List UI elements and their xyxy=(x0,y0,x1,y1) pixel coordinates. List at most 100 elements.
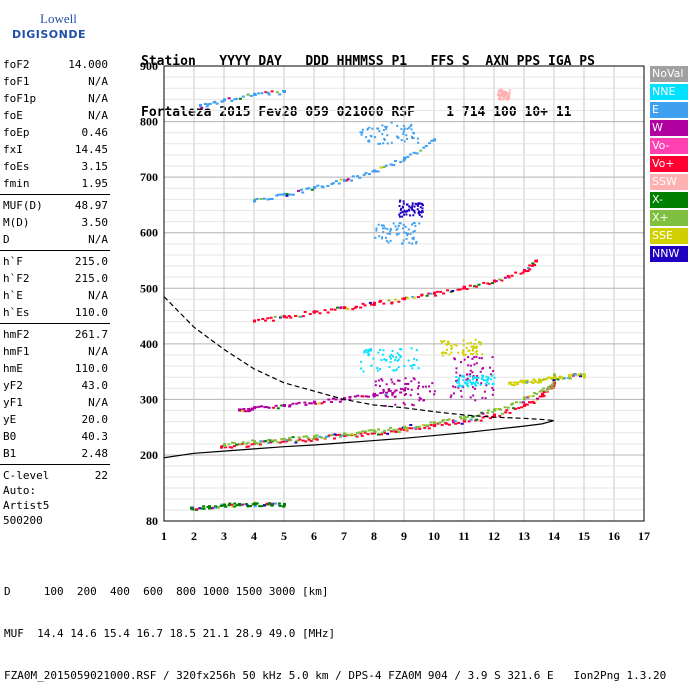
param-value: 40.3 xyxy=(81,430,109,443)
trace-point xyxy=(272,406,276,409)
trace-point xyxy=(394,389,398,392)
trace-point xyxy=(191,508,195,511)
trace-point xyxy=(284,439,288,442)
echo-point xyxy=(367,350,370,353)
auto-line3: 500200 xyxy=(3,514,43,527)
echo-point xyxy=(399,212,402,215)
echo-point xyxy=(457,351,460,354)
trace-point xyxy=(417,425,421,428)
echo-point xyxy=(374,236,377,239)
echo-point xyxy=(508,92,511,95)
trace-point xyxy=(248,409,252,412)
trace-point xyxy=(270,503,274,506)
echo-point xyxy=(472,378,475,381)
trace-point xyxy=(326,311,330,314)
echo-point xyxy=(487,376,490,379)
param-value: 48.97 xyxy=(74,199,108,212)
trace-point xyxy=(233,98,237,101)
trace-point xyxy=(382,166,386,169)
trace-point xyxy=(519,272,523,275)
data-point xyxy=(313,186,316,190)
echo-point xyxy=(390,121,393,124)
param-row: M(D) 3.50 xyxy=(0,214,110,231)
trace-point xyxy=(295,402,299,405)
echo-point xyxy=(398,354,401,357)
echo-point xyxy=(369,349,372,352)
trace-point xyxy=(428,142,432,145)
data-point xyxy=(343,397,346,401)
echo-point xyxy=(505,96,508,99)
echo-point xyxy=(472,375,475,378)
echo-point xyxy=(457,381,460,384)
trace-point xyxy=(288,436,292,439)
param-separator xyxy=(0,323,110,324)
data-point xyxy=(493,279,496,283)
data-point xyxy=(253,440,256,444)
echo-point xyxy=(410,128,413,131)
trace-point xyxy=(287,315,291,318)
trace-point xyxy=(301,191,305,194)
trace-point xyxy=(303,401,307,404)
trace-point xyxy=(269,439,273,442)
echo-point xyxy=(467,385,470,388)
trace-point xyxy=(438,421,442,424)
trace-point xyxy=(516,383,520,386)
data-point xyxy=(553,376,556,380)
trace-point xyxy=(315,434,319,437)
echo-point xyxy=(475,362,478,365)
trace-point xyxy=(297,401,301,404)
echo-point xyxy=(388,365,391,368)
trace-point xyxy=(286,439,290,442)
echo-point xyxy=(417,212,420,215)
data-point xyxy=(343,432,346,436)
data-point xyxy=(313,400,316,404)
echo-point xyxy=(421,207,424,210)
trace-point xyxy=(258,442,262,445)
echo-point xyxy=(420,211,423,214)
trace-point xyxy=(269,316,273,319)
logo-line2: DIGISONDE xyxy=(12,28,86,41)
echo-point xyxy=(457,386,460,389)
trace-point xyxy=(430,139,434,142)
trace-point xyxy=(254,442,258,445)
trace-point xyxy=(525,403,529,406)
echo-point xyxy=(475,355,478,358)
trace-point xyxy=(233,505,237,508)
data-point xyxy=(433,421,436,425)
param-value: 14.000 xyxy=(68,58,108,71)
trace-point xyxy=(230,446,234,449)
echo-point xyxy=(359,131,362,134)
trace-point xyxy=(267,441,271,444)
trace-point xyxy=(333,433,337,436)
echo-point xyxy=(506,92,509,95)
echo-point xyxy=(469,369,472,372)
echo-point xyxy=(362,370,365,373)
echo-point xyxy=(492,369,495,372)
echo-point xyxy=(400,348,403,351)
trace-point xyxy=(261,317,265,320)
echo-point xyxy=(492,388,495,391)
param-row: fmin 1.95 xyxy=(0,175,110,192)
echo-point xyxy=(377,379,380,382)
trace-point xyxy=(230,503,234,506)
echo-point xyxy=(481,376,484,379)
echo-point xyxy=(457,385,460,388)
trace-point xyxy=(332,437,336,440)
trace-point xyxy=(250,443,254,446)
echo-point xyxy=(360,367,363,370)
echo-point xyxy=(405,237,408,240)
param-row: yF1 N/A xyxy=(0,394,110,411)
data-point xyxy=(253,92,256,96)
param-row: foF1p N/A xyxy=(0,90,110,107)
trace-point xyxy=(354,305,358,308)
echo-point xyxy=(470,345,473,348)
echo-point xyxy=(485,375,488,378)
param-value: 20.0 xyxy=(81,413,109,426)
trace-point xyxy=(353,306,357,309)
trace-point xyxy=(482,281,486,284)
trace-point xyxy=(533,380,537,383)
echo-point xyxy=(405,213,408,216)
trace-point xyxy=(463,418,467,421)
echo-point xyxy=(380,224,383,227)
trace-point xyxy=(299,188,303,191)
